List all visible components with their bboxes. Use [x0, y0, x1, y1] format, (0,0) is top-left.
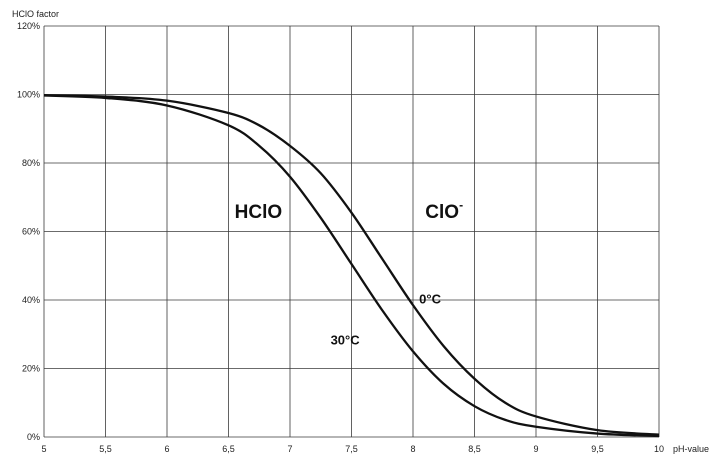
x-tick-label: 8,5 [468, 444, 481, 454]
clo-label-superscript: - [459, 198, 463, 212]
x-tick-label: 10 [654, 444, 664, 454]
y-tick-labels: 0% 20% 40% 60% 80% 100% 120% [17, 21, 40, 442]
x-tick-label: 5,5 [99, 444, 112, 454]
clo-region-label: ClO- [425, 198, 463, 223]
y-tick-label: 80% [22, 158, 40, 168]
y-tick-label: 120% [17, 21, 40, 31]
y-tick-label: 0% [27, 432, 40, 442]
x-tick-label: 7 [287, 444, 292, 454]
x-tick-label: 9,5 [591, 444, 604, 454]
x-tick-label: 6,5 [222, 444, 235, 454]
series-line-0c [43, 94, 660, 436]
grid [43, 25, 660, 438]
series-line-30c [43, 94, 660, 438]
x-tick-label: 5 [41, 444, 46, 454]
x-tick-label: 8 [410, 444, 415, 454]
x-tick-label: 9 [533, 444, 538, 454]
y-axis-title: HClO factor [12, 9, 59, 19]
series-lines [43, 94, 660, 438]
hclo-region-label: HClO [235, 202, 283, 223]
curve-label-30c: 30°C [331, 333, 361, 348]
x-tick-labels: 5 5,5 6 6,5 7 7,5 8 8,5 9 9,5 10 [41, 444, 664, 454]
x-tick-label: 6 [164, 444, 169, 454]
y-tick-label: 100% [17, 90, 40, 100]
clo-label-text: ClO [425, 202, 459, 223]
x-tick-label: 7,5 [345, 444, 358, 454]
curve-label-0c: 0°C [419, 291, 441, 306]
x-axis-title: pH-value [673, 444, 709, 454]
y-tick-label: 60% [22, 227, 40, 237]
y-tick-label: 20% [22, 364, 40, 374]
y-tick-label: 40% [22, 295, 40, 305]
